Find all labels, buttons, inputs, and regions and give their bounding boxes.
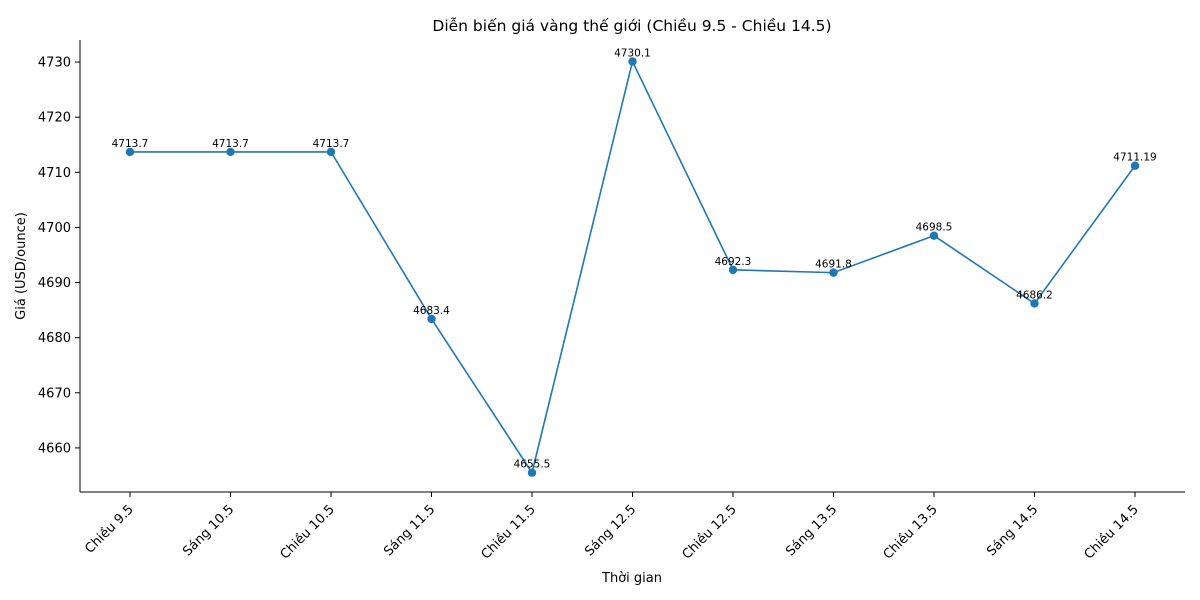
y-tick-label: 4720 [38, 111, 71, 126]
data-label: 4713.7 [112, 138, 149, 150]
data-label: 4698.5 [916, 222, 953, 234]
data-label: 4711.19 [1113, 152, 1156, 164]
x-tick-label: Chiều 11.5 [479, 502, 539, 562]
x-tick-label: Chiều 9.5 [82, 502, 136, 556]
x-tick-label: Sáng 10.5 [180, 502, 237, 559]
y-tick-label: 4730 [38, 56, 71, 71]
y-tick-label: 4690 [38, 276, 71, 291]
data-label: 4692.3 [715, 256, 752, 268]
y-tick-label: 4710 [38, 166, 71, 181]
data-point [1030, 299, 1039, 308]
data-label: 4683.4 [413, 305, 450, 317]
y-tick-label: 4680 [38, 331, 71, 346]
data-point [829, 268, 838, 277]
series-line [130, 59, 1136, 475]
data-label: 4730.1 [614, 47, 651, 59]
y-tick-label: 4700 [38, 221, 71, 236]
x-tick-label: Chiều 13.5 [881, 502, 941, 562]
x-tick-label: Chiều 10.5 [278, 502, 338, 562]
data-point [125, 147, 135, 157]
x-tick-label: Sáng 14.5 [984, 502, 1041, 559]
data-point [527, 468, 537, 477]
data-label: 4686.2 [1016, 289, 1053, 301]
data-point [728, 265, 738, 275]
data-point [929, 231, 939, 240]
data-point [1130, 161, 1140, 170]
series-layer: 4713.7 4713.7 4713.7 4683.4 4655.5 4730.1 4692… [112, 47, 1157, 477]
x-axis-label: Thời gian [601, 571, 662, 586]
chart-title: Diễn biến giá vàng thế giới (Chiều 9.5 -… [432, 17, 831, 35]
data-label: 4691.8 [815, 259, 852, 271]
y-axis-label: Giá (USD/ounce) [14, 212, 29, 320]
data-point [628, 57, 637, 66]
data-point [326, 147, 336, 157]
y-tick-label: 4670 [38, 386, 71, 401]
data-label: 4713.7 [212, 138, 249, 150]
y-tick-label: 4660 [38, 441, 71, 456]
x-tick-label: Sáng 12.5 [582, 502, 639, 559]
data-point [427, 314, 436, 324]
x-tick-label: Sáng 11.5 [381, 502, 438, 559]
axes: 4660 4670 4680 4690 4700 4710 4720 4730 Chiều 9.… [38, 40, 1185, 563]
data-label: 4655.5 [514, 459, 551, 471]
data-label: 4713.7 [313, 138, 350, 150]
data-point [226, 147, 235, 157]
x-tick-label: Chiều 12.5 [680, 502, 740, 562]
x-tick-label: Chiều 14.5 [1082, 502, 1142, 562]
x-tick-label: Sáng 13.5 [783, 502, 840, 559]
